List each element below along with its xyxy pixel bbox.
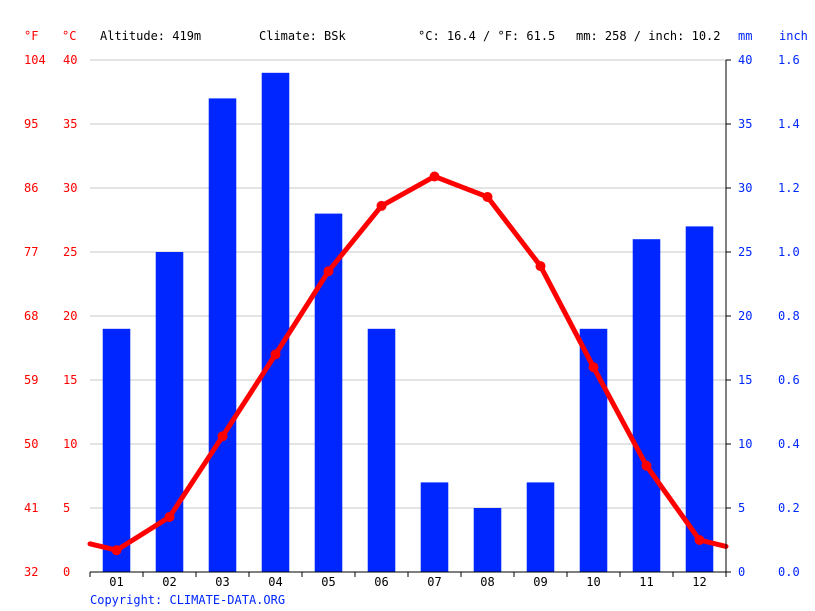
copyright-link[interactable]: Copyright: CLIMATE-DATA.ORG bbox=[90, 593, 285, 607]
month-label: 05 bbox=[321, 575, 335, 589]
tick-labels: 32 0 0 0.0 41 5 5 0.2 50 10 10 0.4 59 15 15 0.6 68 20 20 0.… bbox=[24, 53, 800, 589]
tick-label-celsius: 35 bbox=[63, 117, 77, 131]
tick-label-mm: 40 bbox=[738, 53, 752, 67]
month-label: 04 bbox=[268, 575, 282, 589]
tick-label-fahrenheit: 41 bbox=[24, 501, 38, 515]
tick-label-inch: 0.2 bbox=[778, 501, 800, 515]
tick-label-celsius: 30 bbox=[63, 181, 77, 195]
precipitation-bar bbox=[685, 226, 714, 572]
month-label: 11 bbox=[639, 575, 653, 589]
tick-label-fahrenheit: 59 bbox=[24, 373, 38, 387]
temperature-point bbox=[164, 511, 175, 522]
tick-label-celsius: 20 bbox=[63, 309, 77, 323]
temperature-point bbox=[111, 545, 122, 556]
tick-label-mm: 15 bbox=[738, 373, 752, 387]
month-label: 01 bbox=[109, 575, 123, 589]
temperature-point bbox=[641, 460, 652, 471]
tick-label-celsius: 0 bbox=[63, 565, 70, 579]
tick-label-mm: 30 bbox=[738, 181, 752, 195]
temperature-point bbox=[270, 349, 281, 360]
precipitation-bar bbox=[102, 328, 131, 572]
celsius-unit-label: °C bbox=[62, 29, 76, 43]
tick-label-fahrenheit: 32 bbox=[24, 565, 38, 579]
month-label: 07 bbox=[427, 575, 441, 589]
tick-label-inch: 0.4 bbox=[778, 437, 800, 451]
mm-unit-label: mm bbox=[738, 29, 752, 43]
tick-label-fahrenheit: 68 bbox=[24, 309, 38, 323]
precipitation-bars bbox=[102, 72, 714, 573]
temperature-point bbox=[482, 191, 493, 202]
precipitation-bar bbox=[473, 508, 502, 572]
header: °F °C Altitude: 419m Climate: BSk °C: 16… bbox=[24, 29, 808, 43]
tick-label-mm: 35 bbox=[738, 117, 752, 131]
precipitation-bar bbox=[367, 328, 396, 572]
month-label: 09 bbox=[533, 575, 547, 589]
month-label: 02 bbox=[162, 575, 176, 589]
tick-label-fahrenheit: 104 bbox=[24, 53, 46, 67]
fahrenheit-unit-label: °F bbox=[24, 29, 38, 43]
tick-label-inch: 0.0 bbox=[778, 565, 800, 579]
precipitation-bar bbox=[632, 239, 661, 572]
temperature-point bbox=[535, 261, 546, 272]
altitude-label: Altitude: 419m bbox=[100, 29, 201, 43]
precipitation-bar bbox=[420, 482, 449, 572]
gridlines bbox=[90, 59, 726, 509]
tick-label-mm: 20 bbox=[738, 309, 752, 323]
temperature-line bbox=[87, 171, 729, 556]
tick-label-fahrenheit: 77 bbox=[24, 245, 38, 259]
precipitation-summary: mm: 258 / inch: 10.2 bbox=[576, 29, 721, 43]
tick-label-inch: 0.6 bbox=[778, 373, 800, 387]
tick-label-mm: 5 bbox=[738, 501, 745, 515]
tick-label-celsius: 10 bbox=[63, 437, 77, 451]
month-label: 10 bbox=[586, 575, 600, 589]
axes bbox=[89, 59, 731, 577]
temperature-point bbox=[217, 431, 228, 442]
tick-label-mm: 0 bbox=[738, 565, 745, 579]
tick-label-inch: 1.0 bbox=[778, 245, 800, 259]
tick-label-inch: 1.4 bbox=[778, 117, 800, 131]
precipitation-bar bbox=[208, 98, 237, 573]
tick-label-celsius: 25 bbox=[63, 245, 77, 259]
tick-label-mm: 25 bbox=[738, 245, 752, 259]
tick-label-mm: 10 bbox=[738, 437, 752, 451]
temperature-point bbox=[429, 171, 440, 182]
precipitation-bar bbox=[526, 482, 555, 572]
tick-label-celsius: 15 bbox=[63, 373, 77, 387]
precipitation-bar bbox=[261, 72, 290, 573]
temperature-line-path bbox=[87, 173, 729, 553]
month-label: 08 bbox=[480, 575, 494, 589]
tick-label-celsius: 40 bbox=[63, 53, 77, 67]
temperature-point bbox=[323, 266, 334, 277]
tick-label-fahrenheit: 86 bbox=[24, 181, 38, 195]
temperature-summary: °C: 16.4 / °F: 61.5 bbox=[418, 29, 555, 43]
temperature-point bbox=[588, 362, 599, 373]
tick-label-inch: 1.2 bbox=[778, 181, 800, 195]
tick-label-fahrenheit: 95 bbox=[24, 117, 38, 131]
month-label: 12 bbox=[692, 575, 706, 589]
climate-label: Climate: BSk bbox=[259, 29, 346, 43]
tick-label-inch: 0.8 bbox=[778, 309, 800, 323]
tick-label-fahrenheit: 50 bbox=[24, 437, 38, 451]
temperature-point bbox=[376, 200, 387, 211]
month-label: 03 bbox=[215, 575, 229, 589]
temperature-point bbox=[694, 535, 705, 545]
tick-label-celsius: 5 bbox=[63, 501, 70, 515]
inch-unit-label: inch bbox=[779, 29, 808, 43]
month-label: 06 bbox=[374, 575, 388, 589]
tick-label-inch: 1.6 bbox=[778, 53, 800, 67]
